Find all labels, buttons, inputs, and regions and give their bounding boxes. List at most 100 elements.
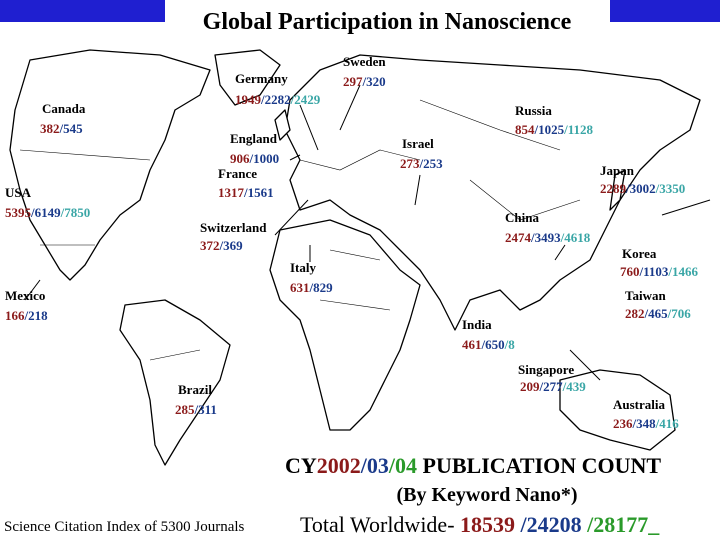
country-counts: 2289/3002/3350 xyxy=(600,181,685,196)
count: /311 xyxy=(194,402,217,417)
count: 372 xyxy=(200,238,220,253)
eurasia xyxy=(284,54,701,331)
country-name: Canada xyxy=(42,101,86,116)
segment: /04 xyxy=(388,453,417,478)
count: /465 xyxy=(644,306,669,321)
country-name: Switzerland xyxy=(200,220,267,235)
country-counts: 285/311 xyxy=(175,402,217,417)
count: /320 xyxy=(362,74,386,89)
count: /369 xyxy=(219,238,244,253)
count: 282 xyxy=(625,306,645,321)
count: /2429 xyxy=(290,92,321,107)
country-name: Korea xyxy=(622,246,657,261)
country-counts: 461/650/8 xyxy=(462,337,515,352)
country-counts: 906/1000 xyxy=(230,151,279,166)
segment: PUBLICATION COUNT xyxy=(417,453,661,478)
country-name: Singapore xyxy=(518,362,574,377)
count: /8 xyxy=(504,337,516,352)
segment: 18539 xyxy=(460,512,515,537)
segment: /24208 xyxy=(515,512,582,537)
africa xyxy=(269,219,421,431)
segment: /28177_ xyxy=(582,512,661,537)
segment: Total Worldwide- xyxy=(300,512,460,537)
total-line: Total Worldwide- 18539 /24208 /28177_ xyxy=(300,512,660,537)
count: 631 xyxy=(290,280,310,295)
pointer xyxy=(289,154,301,161)
pointer xyxy=(414,174,421,206)
count: 236 xyxy=(613,416,633,431)
count: /1103 xyxy=(639,264,669,279)
country-name: China xyxy=(505,210,539,225)
count: /829 xyxy=(309,280,334,295)
country-counts: 372/369 xyxy=(200,238,243,253)
count: /1466 xyxy=(667,264,698,279)
segment: CY xyxy=(285,453,317,478)
japan xyxy=(609,169,626,211)
pointer xyxy=(554,244,566,261)
segment: /03 xyxy=(360,453,389,478)
count: /706 xyxy=(667,306,692,321)
count: 5395 xyxy=(5,205,32,220)
count: /545 xyxy=(59,121,84,136)
count: /1128 xyxy=(563,122,593,137)
title-box xyxy=(165,0,610,38)
country-name: Russia xyxy=(515,103,552,118)
pointer xyxy=(24,279,41,301)
title: Global Participation in Nanoscience xyxy=(203,9,572,35)
country-name: USA xyxy=(5,185,32,200)
segment: 2002 xyxy=(317,453,361,478)
country-name: Italy xyxy=(290,260,317,275)
count: 461 xyxy=(462,337,482,352)
country-counts: 382/545 xyxy=(40,121,83,136)
count: /1561 xyxy=(243,185,274,200)
country-counts: 236/348/416 xyxy=(613,416,679,431)
count: 2474 xyxy=(505,230,532,245)
country-name: France xyxy=(218,166,257,181)
country-name: Brazil xyxy=(178,382,212,397)
count: 760 xyxy=(620,264,640,279)
country-name: Israel xyxy=(402,136,434,151)
pointer xyxy=(274,199,309,236)
count: /4618 xyxy=(560,230,591,245)
count: /650 xyxy=(481,337,505,352)
count: /7850 xyxy=(60,205,91,220)
pointer xyxy=(299,104,319,151)
count: /3002 xyxy=(625,181,656,196)
country-name: Sweden xyxy=(343,54,386,69)
count: /1000 xyxy=(249,151,280,166)
country-counts: 209/277/439 xyxy=(520,379,586,394)
country-counts: 760/1103/1466 xyxy=(620,264,699,279)
country-counts: 1949/2282/2429 xyxy=(235,92,321,107)
britain xyxy=(274,109,291,141)
country-counts: 282/465/706 xyxy=(625,306,691,321)
australia xyxy=(559,369,676,451)
count: /277 xyxy=(539,379,564,394)
count: 382 xyxy=(40,121,60,136)
count: /3350 xyxy=(655,181,686,196)
headline: CY2002/03/04 PUBLICATION COUNT xyxy=(285,453,661,478)
country-labels: Canada382/545USA5395/6149/7850Mexico166/… xyxy=(5,54,699,431)
country-name: Australia xyxy=(613,397,666,412)
country-counts: 631/829 xyxy=(290,280,333,295)
world-map xyxy=(9,49,701,466)
pointer xyxy=(661,199,711,216)
country-counts: 1317/1561 xyxy=(218,185,274,200)
north-america xyxy=(9,49,211,281)
pointer xyxy=(569,349,601,381)
count: 166 xyxy=(5,308,25,323)
count: /2282 xyxy=(260,92,291,107)
country-name: England xyxy=(230,131,278,146)
pointers xyxy=(24,84,711,381)
count: 1317 xyxy=(218,185,245,200)
count: 273 xyxy=(400,156,420,171)
country-counts: 2474/3493/4618 xyxy=(505,230,591,245)
country-counts: 166/218 xyxy=(5,308,48,323)
count: /439 xyxy=(562,379,587,394)
country-counts: 297/320 xyxy=(343,74,386,89)
pointer xyxy=(339,84,361,131)
count: /253 xyxy=(419,156,444,171)
count: /218 xyxy=(24,308,49,323)
subheadline: (By Keyword Nano*) xyxy=(396,484,577,506)
country-name: Mexico xyxy=(5,288,45,303)
